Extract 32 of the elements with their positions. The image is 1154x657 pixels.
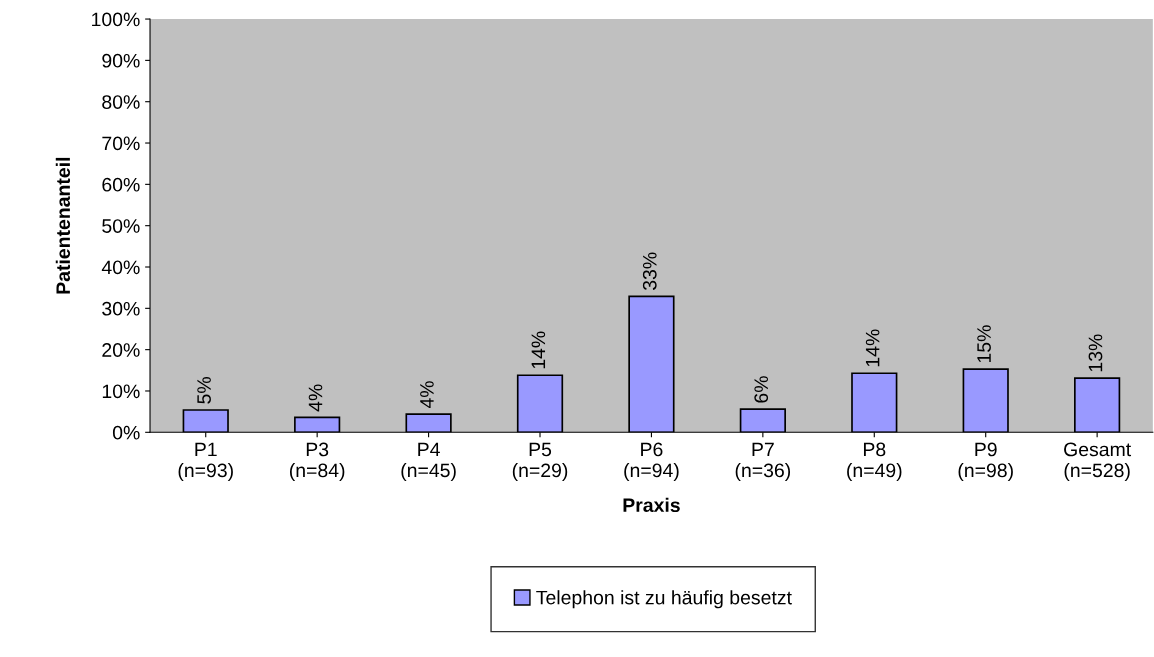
x-tick-label: P9 (n=98) <box>958 442 1013 482</box>
y-tick-label: 10% <box>102 384 140 399</box>
data-label: 4% <box>420 381 434 409</box>
x-tick-label: P7 (n=36) <box>735 442 791 482</box>
x-tick-label: P6 (n=94) <box>624 442 679 482</box>
y-tick-label: 20% <box>102 343 140 357</box>
y-axis-title: Patientenanteil <box>55 157 71 294</box>
x-tick-label: P8 (n=49) <box>847 442 902 482</box>
legend-label: Telephon ist zu häufig besetzt <box>536 590 792 609</box>
data-label: 5% <box>197 377 211 404</box>
data-label: 15% <box>977 325 991 363</box>
data-label: 13% <box>1088 334 1103 372</box>
y-tick-label: 70% <box>102 136 140 151</box>
x-tick-label: P5 (n=29) <box>512 442 568 482</box>
x-tick-label: P4 (n=45) <box>401 442 456 482</box>
data-label: 4% <box>308 384 323 412</box>
y-tick-label: 40% <box>101 260 140 275</box>
data-label: 14% <box>865 329 880 367</box>
x-tick-label: P3 (n=84) <box>289 442 345 482</box>
y-tick-label: 50% <box>102 219 140 233</box>
y-tick-label: 100% <box>92 12 140 27</box>
y-tick-label: 0% <box>112 425 140 440</box>
x-tick-label: Gesamt (n=528) <box>1064 442 1132 482</box>
x-tick-label: P1 (n=93) <box>178 442 233 482</box>
y-tick-label: 60% <box>102 177 140 192</box>
x-axis-title: Praxis <box>623 497 680 513</box>
data-label: 33% <box>642 252 657 291</box>
y-tick-label: 90% <box>102 53 140 68</box>
data-label: 14% <box>531 331 546 369</box>
data-label: 6% <box>754 376 769 403</box>
y-tick-label: 80% <box>102 95 140 109</box>
y-tick-label: 30% <box>102 301 140 316</box>
